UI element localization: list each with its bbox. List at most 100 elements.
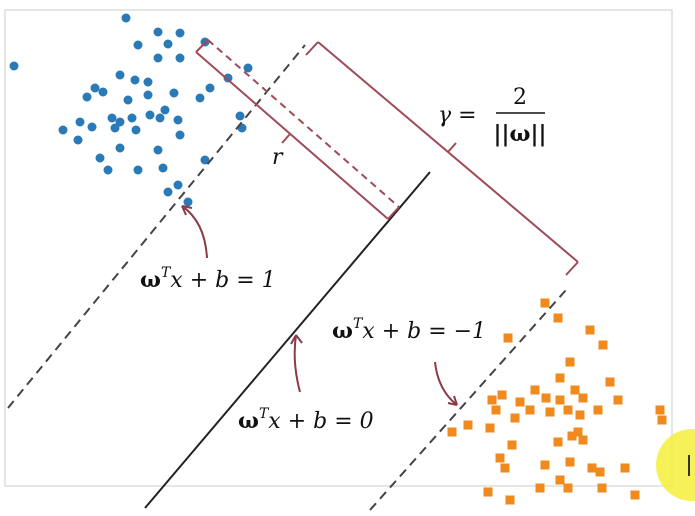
negative-point: [555, 395, 565, 405]
rest: x + b = 0: [268, 409, 373, 434]
decision-line: [144, 171, 431, 509]
positive-point: [145, 110, 155, 120]
negative-point: [563, 405, 573, 415]
positive-point: [163, 39, 173, 49]
negative-point: [657, 415, 667, 425]
positive-point: [153, 145, 163, 155]
negative-point: [598, 340, 608, 350]
negative-point: [545, 407, 555, 417]
negative-point: [525, 405, 535, 415]
positive-point: [115, 70, 125, 80]
gamma-label: γ =: [438, 103, 477, 128]
numerator: 2: [513, 85, 527, 110]
positive-point: [95, 153, 105, 163]
positive-point: [98, 87, 108, 97]
negative-point: [563, 483, 573, 493]
positive-point: [103, 165, 113, 175]
positive-point: [153, 27, 163, 37]
negative-point: [570, 385, 580, 395]
positive-point: [133, 165, 143, 175]
positive-point: [195, 93, 205, 103]
margin-bracket: [305, 41, 579, 276]
rest: x + b = −1: [362, 319, 486, 344]
positive-point: [9, 61, 19, 71]
gamma-symbol: γ: [438, 103, 452, 128]
negative-point: [553, 437, 563, 447]
negative-point: [597, 483, 607, 493]
w: ω: [140, 267, 161, 293]
positive-point: [153, 53, 163, 63]
negative-point: [655, 405, 665, 415]
positive-point: [110, 123, 120, 133]
positive-point: [107, 113, 117, 123]
upper-equation: ωTx + b = 1: [140, 265, 276, 293]
negative-point: [505, 495, 515, 505]
positive-point: [115, 143, 125, 153]
r-label: r: [272, 145, 284, 170]
negative-point: [497, 390, 507, 400]
positive-point: [115, 117, 125, 127]
negative-point: [483, 487, 493, 497]
positive-point: [175, 28, 185, 38]
negative-point: [565, 457, 575, 467]
half-margin-bracket: [195, 39, 400, 220]
positive-point: [90, 83, 100, 93]
positive-point: [121, 13, 131, 23]
negative-point: [587, 463, 597, 473]
positive-point: [127, 113, 137, 123]
negative-point: [578, 435, 588, 445]
negative-point: [540, 460, 550, 470]
positive-point: [173, 115, 183, 125]
negative-point: [491, 405, 501, 415]
negative-point: [593, 405, 603, 415]
cursor-highlight: [656, 429, 695, 501]
upper-margin-line: [7, 44, 306, 409]
negative-point: [553, 313, 563, 323]
negative-point: [578, 393, 588, 403]
negative-point: [540, 298, 550, 308]
positive-point: [223, 73, 233, 83]
positive-point: [243, 63, 253, 73]
rest: x + b = 1: [170, 268, 275, 293]
w: ω: [238, 408, 259, 434]
positive-point: [158, 163, 168, 173]
negative-point: [495, 453, 505, 463]
negative-point: [555, 475, 565, 485]
positive-point: [175, 130, 185, 140]
negative-point: [585, 325, 595, 335]
equals: =: [458, 103, 476, 128]
positive-point: [75, 117, 85, 127]
lower-equation: ωTx + b = −1: [332, 316, 486, 344]
positive-point: [235, 111, 245, 121]
positive-point: [131, 125, 141, 135]
negative-point: [565, 357, 575, 367]
negative-point: [510, 413, 520, 423]
positive-point: [175, 53, 185, 63]
positive-point: [155, 113, 165, 123]
negative-point: [530, 385, 540, 395]
negative-point: [485, 423, 495, 433]
sup: T: [353, 316, 364, 332]
negative-point: [575, 410, 585, 420]
negative-point: [630, 490, 640, 500]
positive-point: [200, 155, 210, 165]
negative-point: [595, 467, 605, 477]
positive-point: [143, 77, 153, 87]
positive-point: [130, 75, 140, 85]
positive-point: [169, 88, 179, 98]
negative-point: [541, 393, 551, 403]
negative-point: [503, 333, 513, 343]
frame: [4, 9, 673, 487]
positive-point: [123, 95, 133, 105]
negative-point: [463, 420, 473, 430]
arrows: [181, 205, 458, 406]
negative-point: [567, 431, 577, 441]
center-equation: ωTx + b = 0: [238, 406, 374, 434]
negative-point: [515, 397, 525, 407]
positive-point: [133, 40, 143, 50]
positive-point: [160, 105, 170, 115]
positive-point: [143, 90, 153, 100]
positive-point: [205, 83, 215, 93]
